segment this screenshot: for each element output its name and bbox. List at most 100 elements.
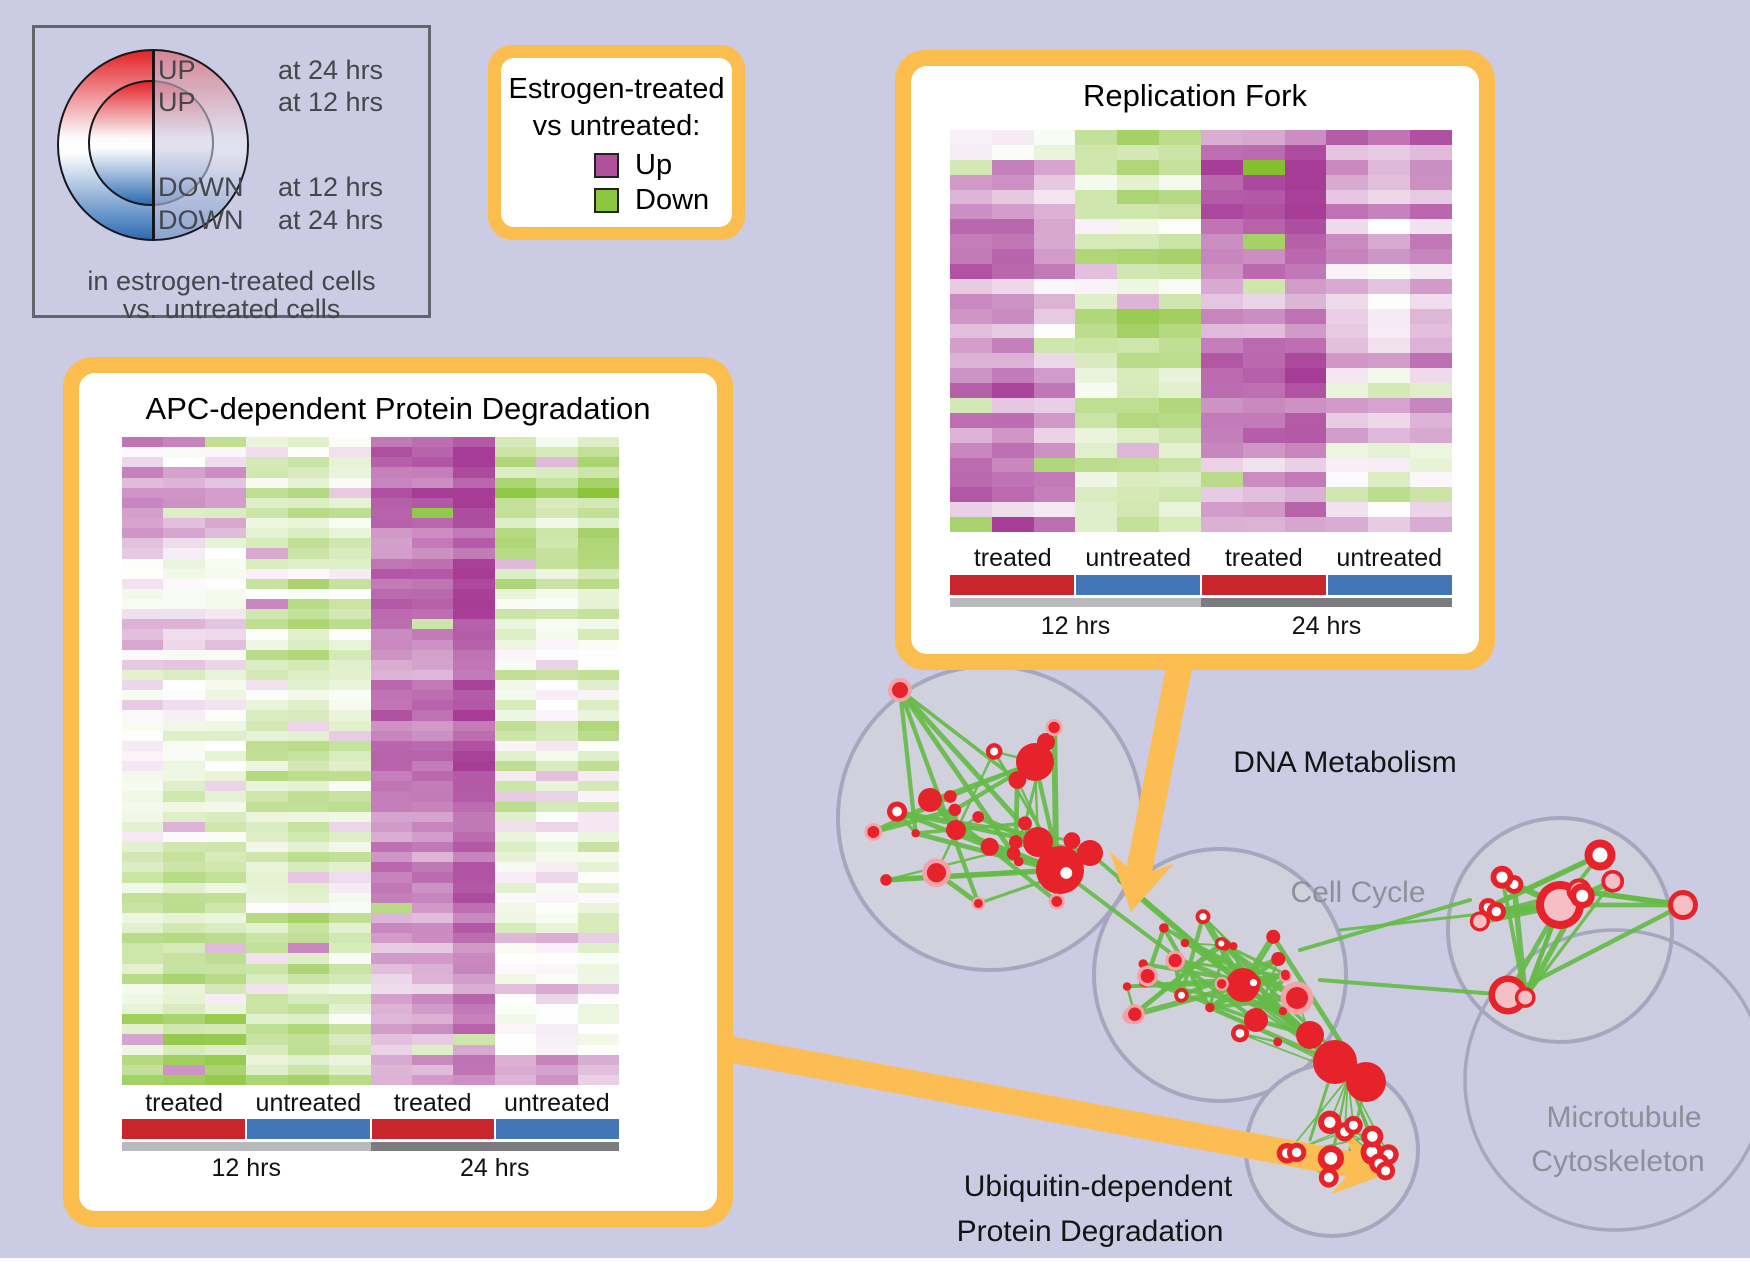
heatmap-cell xyxy=(1410,293,1452,309)
heatmap-cell xyxy=(287,649,330,660)
heatmap-cell xyxy=(1326,442,1369,458)
heatmap-cell xyxy=(204,538,247,549)
heatmap-cell xyxy=(1033,338,1076,354)
heatmap-cell xyxy=(1033,368,1076,384)
arrow-stem xyxy=(1124,645,1196,886)
network-node-core xyxy=(1544,889,1576,921)
heatmap-cell xyxy=(1200,189,1243,205)
heatmap-cell xyxy=(494,1044,537,1055)
heatmap-cell xyxy=(453,953,495,964)
heatmap-cell xyxy=(950,383,992,398)
heatmap-cell xyxy=(1075,472,1118,488)
heatmap-cell xyxy=(163,730,205,741)
heatmap-cell xyxy=(1200,323,1243,339)
heatmap-cell xyxy=(163,1004,205,1015)
heatmap-cell xyxy=(246,518,288,529)
heatmap-cell xyxy=(122,872,164,883)
heatmap-cell xyxy=(329,649,371,660)
heatmap-cell xyxy=(163,467,205,478)
heatmap-cell xyxy=(453,639,495,650)
heatmap-cell xyxy=(163,811,205,822)
heatmap-cell xyxy=(370,1064,412,1075)
heatmap-cell xyxy=(453,842,495,853)
heatmap-cell xyxy=(1200,144,1243,160)
heatmap-cell xyxy=(453,933,495,944)
heatmap-cell xyxy=(577,761,619,772)
heatmap-cell xyxy=(329,690,371,701)
condition-bars xyxy=(950,575,1452,595)
heatmap-cell xyxy=(287,680,330,691)
heatmap-cell xyxy=(1284,398,1327,413)
heatmap-cell xyxy=(370,619,412,630)
heatmap-cell xyxy=(1117,278,1160,294)
heatmap-cell xyxy=(1033,517,1076,532)
heatmap-cell xyxy=(287,943,330,954)
heatmap-cell xyxy=(494,831,537,842)
heatmap-cell xyxy=(204,649,247,660)
heatmap-cell xyxy=(163,710,205,721)
heatmap-cell xyxy=(1117,472,1160,488)
heatmap-cell xyxy=(370,993,412,1004)
heatmap-cell xyxy=(204,1024,247,1035)
heatmap-cell xyxy=(287,821,330,832)
heatmap-cell xyxy=(950,502,992,518)
heatmap-cell xyxy=(246,680,288,691)
up-color-swatch xyxy=(594,153,619,178)
heatmap-cell xyxy=(1410,189,1452,205)
heatmap-cell xyxy=(494,740,537,751)
heatmap-cell xyxy=(287,872,330,883)
network-edge xyxy=(935,750,996,875)
heatmap-cell xyxy=(453,771,495,782)
heatmap-cell xyxy=(494,548,537,559)
heatmap-cell xyxy=(370,568,412,579)
heatmap-cell xyxy=(1117,427,1160,443)
heatmap-cell xyxy=(991,353,1034,369)
heatmap-cell xyxy=(204,599,247,610)
heatmap-cell xyxy=(1242,204,1285,220)
heatmap-cell xyxy=(287,902,330,913)
condition-label: untreated xyxy=(1336,544,1443,572)
heatmap-cell xyxy=(494,882,537,893)
heatmap-cell xyxy=(1326,323,1369,339)
heatmap-cell xyxy=(411,842,454,853)
heatmap-cell xyxy=(204,973,247,984)
heatmap-cell xyxy=(494,902,537,913)
treated-bar xyxy=(950,575,1076,595)
heatmap-cell xyxy=(411,831,454,842)
heatmap-cell xyxy=(536,690,578,701)
heatmap-cell xyxy=(1075,144,1118,160)
heatmap-cell xyxy=(122,1074,164,1085)
heatmap-cell xyxy=(991,323,1034,339)
heatmap-cell xyxy=(453,467,495,478)
heatmap-cell xyxy=(329,872,371,883)
heatmap-cell xyxy=(204,558,247,569)
heatmap-cell xyxy=(991,427,1034,443)
heatmap-cell xyxy=(122,821,164,832)
heatmap-cell xyxy=(494,1024,537,1035)
heatmap-cell xyxy=(370,852,412,863)
key-item-down: Down xyxy=(501,183,732,218)
heatmap-cell xyxy=(1326,308,1369,324)
heatmap-cell xyxy=(329,669,371,680)
heatmap-cell xyxy=(536,791,578,802)
heatmap-cell xyxy=(991,383,1034,398)
time-label-12: 12 hrs xyxy=(1040,612,1111,640)
heatmap-cell xyxy=(1075,353,1118,369)
heatmap-cell xyxy=(246,761,288,772)
heatmap-cell xyxy=(536,923,578,934)
heatmap-cell xyxy=(204,1074,247,1085)
heatmap-cell xyxy=(494,821,537,832)
heatmap-cell xyxy=(163,649,205,660)
heatmap-cell xyxy=(204,801,247,812)
heatmap-cell xyxy=(1410,144,1452,160)
heatmap-cell xyxy=(204,993,247,1004)
heatmap-cell xyxy=(246,1034,288,1045)
heatmap-cell xyxy=(494,1064,537,1075)
heatmap-cell xyxy=(411,821,454,832)
heatmap-cell xyxy=(536,1054,578,1065)
heatmap-cell xyxy=(122,993,164,1004)
heatmap-cell xyxy=(370,518,412,529)
network-node-core xyxy=(1367,1131,1378,1142)
heatmap-cell xyxy=(494,1054,537,1065)
heatmap-cell xyxy=(1033,189,1076,205)
